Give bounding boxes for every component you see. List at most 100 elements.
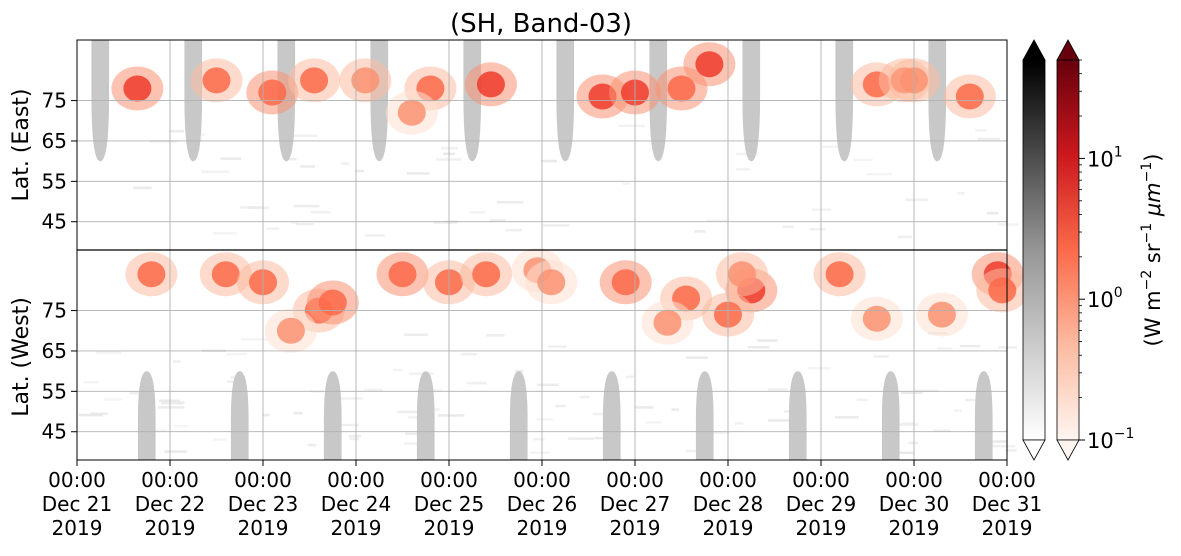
noise-cell [129, 391, 148, 395]
noise-cell [213, 438, 227, 441]
emission-blob [397, 99, 426, 126]
x-tick-date: Dec 24 [321, 492, 392, 516]
x-tick-label: 00:00 Dec 27 2019 [600, 468, 671, 540]
noise-cell [78, 413, 103, 417]
emission-blob [611, 269, 640, 296]
noise-cell [555, 404, 566, 408]
noise-cell [903, 421, 915, 425]
noise-cell [286, 158, 297, 161]
daylight-mask-west [323, 371, 342, 460]
noise-cell [158, 406, 185, 409]
noise-cell [706, 219, 730, 223]
colorbar-tick-base: 10 [1087, 429, 1114, 453]
y-tick-label-east: 75 [42, 89, 67, 113]
noise-cell [96, 351, 122, 354]
noise-cell [809, 228, 826, 231]
y-tick-label-west: 55 [42, 379, 67, 403]
colorbar-gray-extend-bottom [1022, 439, 1046, 461]
noise-cell [397, 410, 422, 414]
emission-blob [728, 261, 756, 288]
noise-cell [103, 398, 122, 401]
x-tick-time: 00:00 [327, 468, 385, 492]
noise-cell [336, 423, 359, 427]
x-tick-year: 2019 [52, 516, 103, 540]
x-tick-time: 00:00 [978, 468, 1036, 492]
emission-blob [123, 75, 152, 102]
noise-cell [991, 444, 1016, 448]
noise-cell [174, 424, 190, 428]
noise-cell [986, 211, 999, 215]
noise-cell [486, 334, 505, 337]
x-tick-year: 2019 [889, 516, 940, 540]
y-tick-label-west: 45 [42, 420, 67, 444]
colorbar-tick-label: 100 [1087, 285, 1123, 312]
noise-cell [530, 451, 550, 454]
noise-cell [226, 353, 247, 356]
x-tick-time: 00:00 [420, 468, 478, 492]
emission-blob [472, 261, 501, 288]
noise-cell [890, 451, 915, 455]
x-tick-date: Dec 23 [228, 492, 299, 516]
daylight-mask-west [137, 371, 156, 460]
noise-cell [998, 346, 1018, 349]
colorbar-red-extend-bottom [1056, 439, 1080, 461]
noise-cell [83, 381, 100, 384]
noise-cell [899, 423, 919, 426]
x-tick-label: 00:00 Dec 29 2019 [786, 468, 857, 540]
noise-cell [977, 137, 1000, 141]
x-tick-year: 2019 [982, 516, 1033, 540]
noise-cell [747, 346, 770, 349]
emission-blob [825, 261, 854, 288]
x-tick-time: 00:00 [885, 468, 943, 492]
y-tick-label-east: 45 [42, 210, 67, 234]
noise-cell [310, 211, 331, 214]
noise-cell [936, 347, 953, 350]
x-tick-year: 2019 [517, 516, 568, 540]
noise-cell [154, 429, 167, 432]
noise-cell [169, 129, 184, 133]
y-tick-label-west: 75 [42, 299, 67, 323]
ylabel-west: Lat. (West) [9, 297, 34, 417]
emission-blob [862, 305, 891, 332]
daylight-mask-layer [91, 40, 993, 460]
x-tick-time: 00:00 [141, 468, 199, 492]
daylight-mask-west [881, 371, 900, 460]
noise-cell [430, 389, 442, 392]
colorbar-gray-extend-top [1022, 39, 1046, 61]
colorbar-tick-exp: 0 [1114, 285, 1123, 301]
noise-cell [341, 162, 350, 165]
noise-cell [441, 147, 458, 150]
noise-cell [364, 388, 383, 392]
x-tick-label: 00:00 Dec 30 2019 [879, 468, 950, 540]
x-tick-year: 2019 [796, 516, 847, 540]
heatmap-axes [76, 39, 1029, 461]
noise-cell [619, 124, 645, 128]
noise-cell [594, 436, 610, 440]
x-tick-time: 00:00 [48, 468, 106, 492]
emission-blob [927, 301, 956, 328]
noise-cell [757, 339, 778, 342]
emission-blob [537, 269, 566, 296]
x-tick-year: 2019 [145, 516, 196, 540]
noise-cell [645, 421, 662, 424]
noise-cell [768, 388, 788, 391]
x-tick-label: 00:00 Dec 24 2019 [321, 468, 392, 540]
x-tick-date: Dec 29 [786, 492, 857, 516]
colorbar-red [1056, 39, 1080, 461]
noise-cell [905, 198, 928, 202]
noise-cell [133, 186, 152, 190]
noise-cell [515, 369, 524, 373]
x-tick-date: Dec 26 [507, 492, 578, 516]
noise-cell [701, 431, 730, 434]
noise-cell [533, 437, 545, 441]
colorbar-label: (W m−2 sr−1 μm−1) [1139, 154, 1165, 347]
noise-cell [959, 344, 981, 348]
noise-cell [900, 391, 923, 395]
noise-cell [782, 225, 794, 228]
x-tick-time: 00:00 [513, 468, 571, 492]
noise-cell [853, 158, 873, 162]
noise-cell [998, 223, 1019, 226]
x-tick-date: Dec 21 [42, 492, 113, 516]
noise-cell [290, 134, 318, 137]
